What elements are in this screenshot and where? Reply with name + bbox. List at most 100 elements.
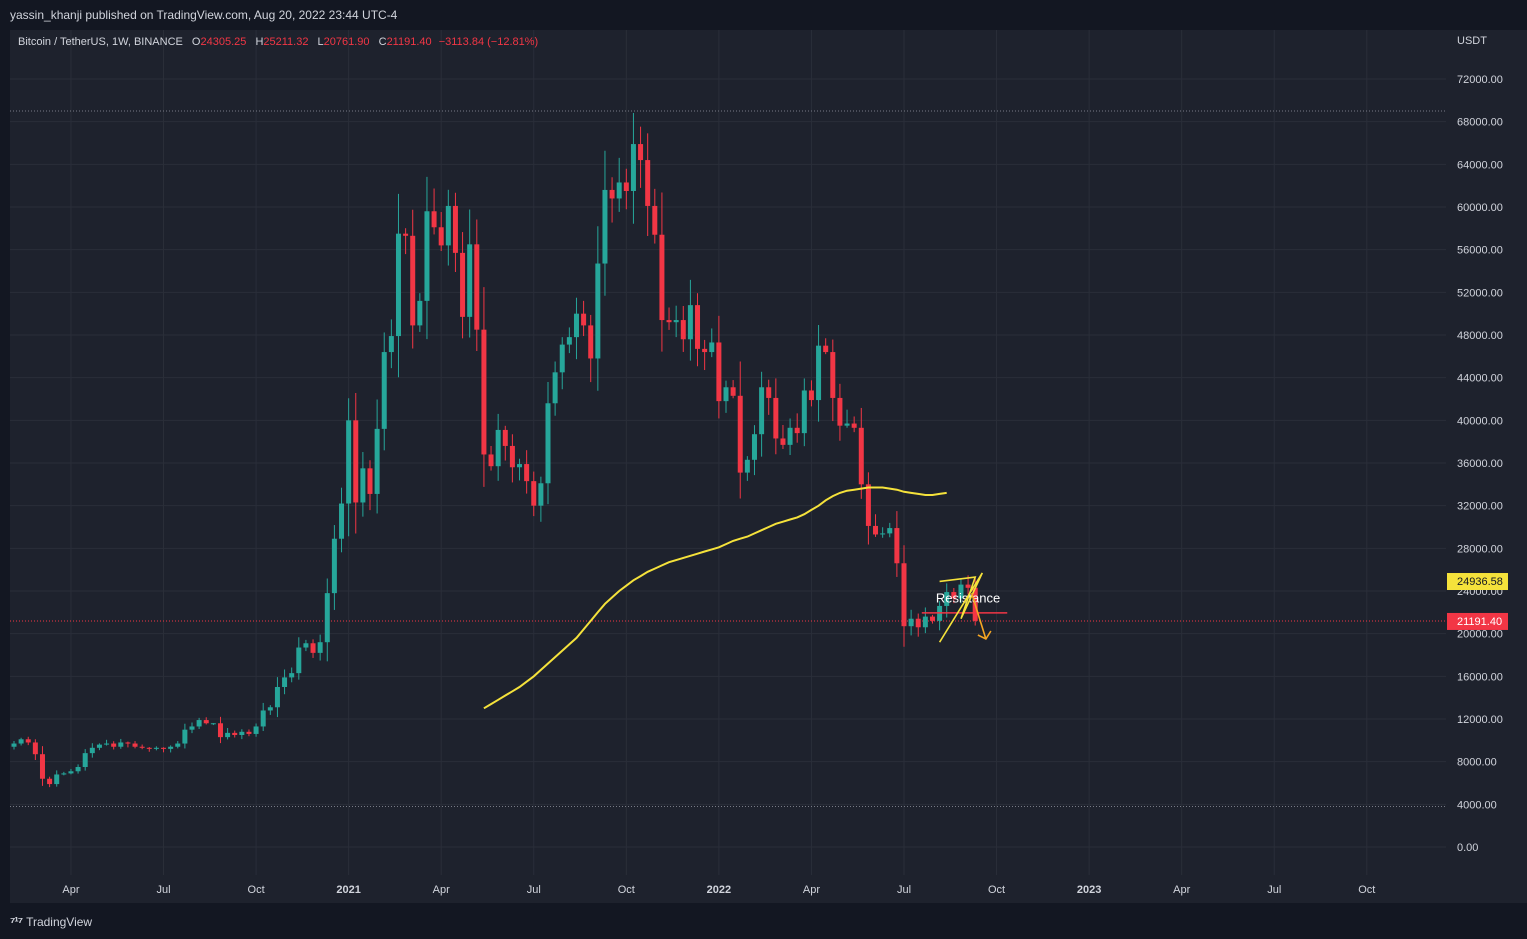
candle-body (638, 144, 644, 161)
candle-body (68, 771, 74, 774)
candle-body (467, 244, 473, 317)
candle-body (623, 182, 629, 191)
candle-body (816, 345, 822, 401)
candle-body (901, 563, 907, 627)
candle-body (175, 743, 181, 747)
moving-average (483, 486, 947, 710)
candle-body (125, 742, 131, 744)
tradingview-logo[interactable]: ⁷¹⁷ TradingView (10, 914, 92, 929)
price-tick-label: 16000.00 (1457, 671, 1503, 683)
price-tick-label: 44000.00 (1457, 373, 1503, 385)
candle-body (524, 464, 530, 482)
candle-body (759, 387, 765, 435)
candle-body (324, 593, 330, 643)
candle-body (331, 538, 337, 594)
candle-body (367, 468, 373, 494)
candle-body (951, 592, 957, 599)
time-tick-label: Apr (803, 884, 820, 896)
candle-body (410, 235, 416, 326)
wedge-drawing (938, 572, 984, 643)
candle-body (96, 744, 102, 748)
candle-body (495, 429, 501, 467)
time-tick-label: Apr (433, 884, 450, 896)
candle-body (702, 348, 708, 353)
candle-body (445, 205, 451, 246)
candle-body (908, 618, 914, 627)
price-tick-label: 72000.00 (1457, 74, 1503, 86)
candle-body (944, 592, 950, 606)
candle-body (659, 234, 665, 321)
price-tick-label: 28000.00 (1457, 543, 1503, 555)
candle-body (253, 726, 259, 734)
tradingview-logo-icon: ⁷¹⁷ (10, 914, 23, 929)
arrow-down-icon (970, 592, 987, 640)
candle-body (481, 329, 487, 455)
candle-body (559, 344, 565, 373)
price-tick-label: 60000.00 (1457, 202, 1503, 214)
candle-body (830, 352, 836, 398)
arrow-head-icon (977, 630, 992, 641)
candle-body (54, 774, 60, 785)
candle-body (260, 710, 266, 727)
time-tick-label: 2022 (707, 884, 731, 896)
time-tick-label: Apr (62, 884, 79, 896)
candle-body (474, 244, 480, 330)
candle-body (182, 729, 188, 744)
candle-body (274, 687, 280, 708)
candle-body (417, 300, 423, 326)
candle-body (111, 743, 117, 747)
candle-body (566, 337, 572, 345)
time-tick-label: Oct (618, 884, 635, 896)
candle-body (958, 584, 964, 599)
candle-body (452, 205, 458, 253)
candle-body (89, 747, 95, 754)
candle-body (595, 263, 601, 359)
time-axis: Apr Jul Oct 2021 Apr Jul Oct 2022 Apr Jul Oct 2023 A… (62, 884, 1375, 896)
candle-body (509, 445, 515, 468)
price-chart[interactable]: Resistance USDT 0.00 4000.00 8000.00 12000.0… (10, 30, 1527, 903)
time-tick-label: Oct (1358, 884, 1375, 896)
candle-body (82, 753, 88, 767)
candle-body (709, 342, 715, 353)
candle-body (616, 182, 622, 199)
tradingview-brand: TradingView (26, 914, 93, 929)
close-label: C (378, 36, 387, 48)
candle-body (737, 395, 743, 473)
price-badge-label: 24936.58 (1457, 576, 1503, 588)
candle-body (431, 211, 437, 228)
candle-body (339, 503, 345, 539)
candle-body (289, 673, 295, 678)
price-tick-label: 20000.00 (1457, 629, 1503, 641)
candle-body (196, 720, 202, 727)
candle-body (581, 313, 587, 326)
footer-bar: ⁷¹⁷ TradingView (0, 903, 1527, 939)
candle-body (353, 420, 359, 503)
price-axis-bg (1446, 30, 1527, 903)
candle-body (75, 767, 81, 772)
candle-body (303, 643, 309, 648)
candle-body (744, 459, 750, 473)
candle-body (203, 720, 209, 724)
candle-body (146, 747, 152, 749)
candle-body (630, 144, 636, 191)
chart-area[interactable]: Resistance USDT 0.00 4000.00 8000.00 12000.0… (10, 30, 1527, 903)
candle-body (168, 746, 174, 749)
candle-body (545, 403, 551, 484)
price-tick-label: 52000.00 (1457, 287, 1503, 299)
price-tick-label: 4000.00 (1457, 799, 1497, 811)
price-tick-label: 40000.00 (1457, 415, 1503, 427)
candle-body (232, 732, 238, 735)
candle-body (346, 420, 352, 504)
candle-body (602, 189, 608, 264)
candle-body (310, 643, 316, 653)
annotations: Resistance (921, 572, 1008, 643)
candle-body (588, 325, 594, 359)
candle-body (403, 233, 409, 236)
candle-body (680, 320, 686, 340)
price-tick-label: 68000.00 (1457, 117, 1503, 129)
candle-body (438, 227, 444, 246)
candle-body (873, 525, 879, 535)
candle-body (880, 533, 886, 535)
candle-body (61, 773, 67, 775)
price-tick-label: 64000.00 (1457, 159, 1503, 171)
